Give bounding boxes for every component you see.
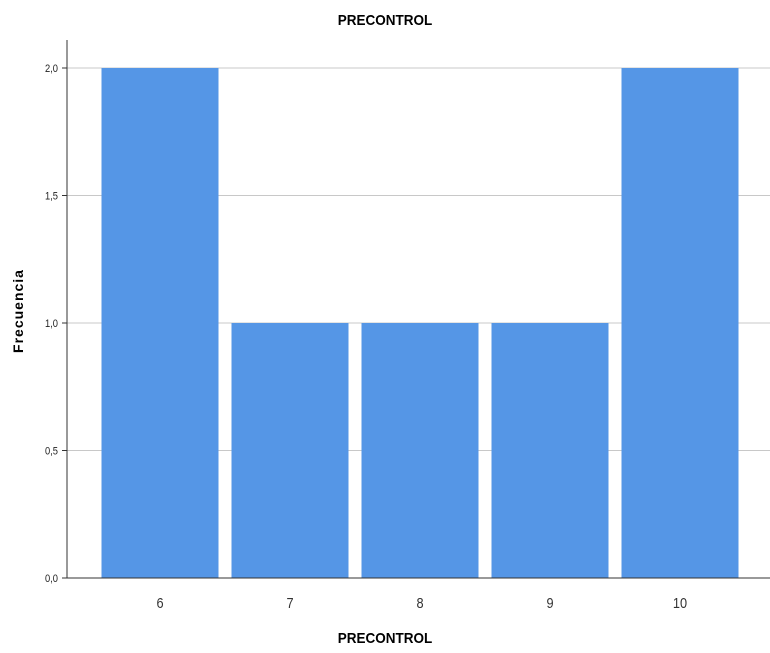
axes: [62, 40, 770, 579]
x-tick-label: 10: [673, 594, 687, 611]
bar: [361, 323, 479, 578]
chart-title: PRECONTROL: [337, 12, 433, 29]
bar: [621, 68, 739, 578]
x-tick-label: 7: [286, 594, 293, 611]
y-tick-label: 1,5: [45, 191, 58, 203]
y-tick-label: 0,0: [45, 573, 58, 585]
bar: [101, 68, 219, 578]
y-tick-label: 1,0: [45, 318, 58, 330]
y-tick-label: 0,5: [45, 446, 58, 458]
y-ticks: 0,0 0,5 1,0 1,5 2,0: [45, 63, 58, 585]
x-tick-label: 6: [156, 594, 163, 611]
x-ticks: 6 7 8 9 10: [156, 594, 687, 611]
x-axis-label: PRECONTROL: [337, 630, 433, 647]
bar: [491, 323, 609, 578]
x-tick-label: 9: [546, 594, 553, 611]
y-tick-label: 2,0: [45, 63, 58, 75]
bars: [101, 68, 739, 578]
x-tick-label: 8: [416, 594, 423, 611]
bar: [231, 323, 349, 578]
